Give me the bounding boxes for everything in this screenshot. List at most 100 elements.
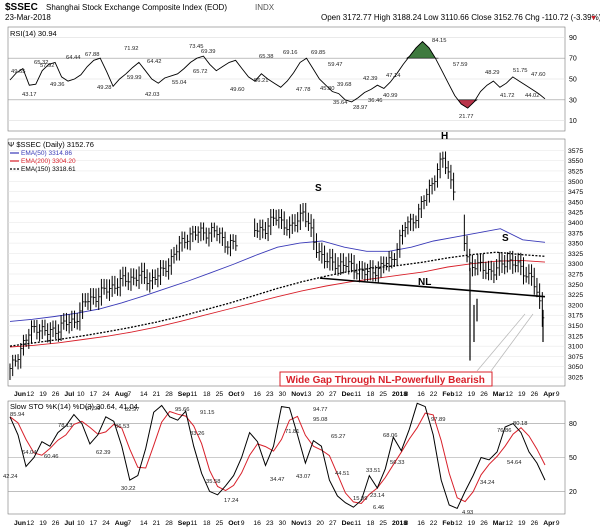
- x-axis-label: 14: [140, 391, 148, 398]
- x-axis-label: 13: [304, 520, 312, 527]
- x-axis-label: Mar: [493, 520, 505, 527]
- x-axis-label: 10: [77, 391, 85, 398]
- rsi-value-label: 73.45: [189, 44, 204, 50]
- x-axis-label: 7: [127, 520, 131, 527]
- sto-value-label: 62.39: [96, 450, 111, 456]
- rsi-value-label: 44.02: [525, 93, 540, 99]
- x-axis-label: 11: [354, 391, 361, 398]
- x-axis-label: 16: [417, 391, 425, 398]
- sto-value-label: 42.24: [3, 474, 18, 480]
- sto-label: Slow STO %K(14) %D(3) 30.64, 41.04: [10, 402, 138, 411]
- x-axis-label: 19: [39, 520, 47, 527]
- x-axis-label: 20: [316, 391, 324, 398]
- sto-value-label: 71.81: [285, 429, 300, 435]
- x-axis-label: 14: [140, 520, 148, 527]
- x-axis-label: 13: [304, 391, 312, 398]
- rsi-value-label: 56.21: [254, 78, 269, 84]
- rsi-value-label: 45.80: [320, 86, 335, 92]
- sto-value-label: 91.15: [200, 410, 215, 416]
- x-axis-label: Feb: [442, 391, 454, 398]
- x-axis-label: 19: [518, 520, 526, 527]
- callout-pointer-2: [490, 313, 534, 372]
- x-axis-label: 19: [39, 391, 47, 398]
- rsi-value-label: 39.68: [337, 82, 352, 88]
- x-axis-label: 9: [556, 520, 560, 527]
- x-axis-label: Apr: [543, 520, 555, 527]
- x-axis-label: 22: [430, 391, 438, 398]
- sto-value-label: 30.22: [121, 486, 136, 492]
- neckline-label: NL: [418, 277, 431, 288]
- rsi-value-label: 59.47: [328, 62, 343, 68]
- rsi-value-label: 42.39: [363, 76, 378, 82]
- rsi-value-label: 47.14: [386, 73, 401, 79]
- x-axis-label: 25: [216, 520, 224, 527]
- sto-value-label: 94.77: [313, 407, 328, 413]
- x-axis-label: 11: [190, 391, 197, 398]
- sto-value-label: 64.04: [22, 450, 37, 456]
- x-axis-label: 8: [405, 520, 409, 527]
- sto-value-label: 6.46: [373, 505, 384, 511]
- rsi-axis-tick: 50: [569, 77, 577, 84]
- sto-value-label: 34.24: [480, 480, 495, 486]
- sto-value-label: 85.94: [10, 412, 25, 418]
- price-panel-title: $SSEC (Daily) 3152.76: [16, 140, 94, 149]
- price-axis-tick: 3025: [568, 375, 583, 382]
- x-axis-label: 11: [190, 520, 197, 527]
- x-axis-label: Jul: [64, 520, 74, 527]
- sto-axis-tick: 80: [569, 421, 577, 428]
- sto-value-label: 82.97: [125, 407, 140, 413]
- sto-value-label: 15.99: [353, 496, 368, 502]
- price-axis-tick: 3375: [568, 230, 583, 237]
- x-axis-label: 21: [153, 391, 161, 398]
- x-axis-label: 10: [77, 520, 85, 527]
- x-axis-label: 16: [417, 520, 425, 527]
- sto-value-label: 60.46: [44, 454, 59, 460]
- rsi-value-label: 57.59: [453, 62, 468, 68]
- price-axis-tick: 3325: [568, 251, 583, 258]
- sto-value-label: 43.07: [296, 474, 311, 480]
- rsi-value-label: 49.65: [11, 69, 26, 75]
- x-axis-label: Oct: [228, 520, 240, 527]
- x-axis-label: Feb: [442, 520, 454, 527]
- sto-d-line: [9, 410, 546, 505]
- price-axis-tick: 3450: [568, 199, 583, 206]
- price-axis-tick: 3150: [568, 323, 583, 330]
- x-axis-label: 12: [27, 520, 35, 527]
- x-axis-label: 30: [279, 520, 287, 527]
- price-panel: Wide Gap Through NL-Powerfully Bearish S…: [7, 131, 583, 387]
- x-axis-label: 21: [153, 520, 161, 527]
- price-axis-tick: 3525: [568, 168, 583, 175]
- rsi-value-label: 65.38: [259, 54, 274, 60]
- x-axis-label: 8: [405, 391, 409, 398]
- rsi-value-label: 42.03: [145, 92, 160, 98]
- price-panel-label: Ψ $SSEC (Daily) 3152.76: [8, 140, 94, 149]
- x-axis-label: Nov: [291, 520, 304, 527]
- x-axis-label: Apr: [543, 391, 555, 398]
- x-axis-label: 16: [253, 520, 261, 527]
- rsi-label: RSI(14) 30.94: [10, 29, 57, 38]
- sto-value-label: 17.24: [224, 498, 239, 504]
- rsi-axis-tick: 70: [569, 56, 577, 63]
- price-axis-tick: 3050: [568, 364, 583, 371]
- price-axis-tick: 3275: [568, 272, 583, 279]
- x-axis-label: 12: [455, 520, 463, 527]
- head-label: H: [441, 131, 448, 142]
- x-axis-label: 28: [165, 391, 173, 398]
- price-axis-tick: 3200: [568, 302, 583, 309]
- x-axis-label: Jul: [64, 391, 74, 398]
- sto-panel: 85.94 42.24 64.04 60.46 78.13 87.99 62.39 86.53…: [3, 400, 577, 516]
- sto-value-label: 83.26: [190, 431, 205, 437]
- sto-value-label: 4.93: [462, 510, 473, 516]
- legend-ema50: EMA(50) 3314.86: [21, 150, 72, 157]
- x-axis-label: Sep: [178, 520, 190, 527]
- rsi-axis-tick: 10: [569, 118, 577, 125]
- rsi-value-label: 40.99: [383, 93, 398, 99]
- legend-ema200: EMA(200) 3304.20: [21, 158, 76, 165]
- sto-value-label: 56.33: [390, 460, 405, 466]
- rsi-value-label: 67.88: [85, 52, 100, 58]
- rsi-value-label: 35.64: [333, 100, 348, 106]
- x-axis-label: 9: [241, 520, 245, 527]
- x-axis-label: 25: [379, 520, 387, 527]
- x-axis-label: 23: [266, 391, 274, 398]
- x-axis-label: Dec: [342, 520, 355, 527]
